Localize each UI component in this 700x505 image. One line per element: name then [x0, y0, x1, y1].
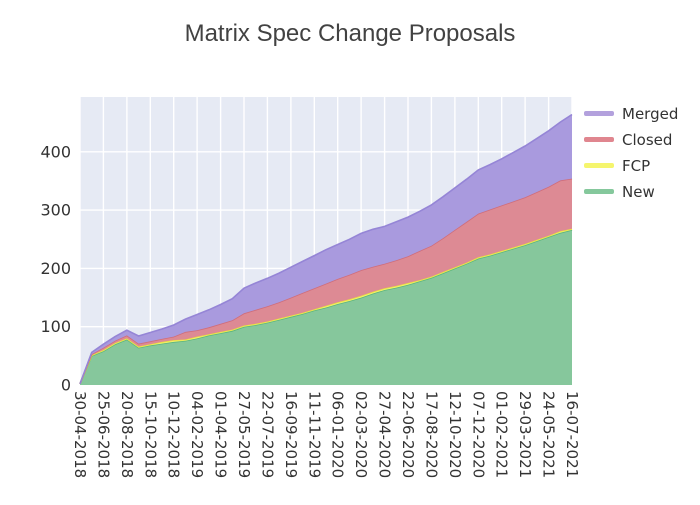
x-tick-label: 20-08-2018 — [118, 391, 136, 478]
legend-swatch-merged — [584, 111, 614, 116]
x-tick-label: 25-06-2018 — [94, 391, 112, 478]
x-tick-label: 30-04-2018 — [71, 391, 89, 478]
area-new — [80, 229, 572, 385]
x-tick-label: 11-11-2019 — [305, 391, 323, 478]
area-closed — [80, 178, 572, 384]
x-tick-label: 16-09-2019 — [282, 391, 300, 478]
legend: Merged Closed FCP New — [584, 105, 678, 209]
legend-label-new: New — [622, 182, 655, 201]
legend-label-merged: Merged — [622, 104, 679, 123]
legend-swatch-fcp — [584, 163, 614, 168]
legend-item-new[interactable]: New — [584, 182, 678, 201]
x-tick-label: 01-04-2019 — [212, 391, 230, 478]
x-tick-label: 27-05-2019 — [235, 391, 253, 478]
area-merged — [80, 114, 572, 384]
x-tick-label: 29-03-2021 — [516, 391, 534, 478]
x-tick-label: 06-01-2020 — [329, 391, 347, 478]
y-tick-label: 400 — [40, 142, 71, 161]
x-tick-label: 16-07-2021 — [563, 391, 581, 478]
x-tick-label: 01-02-2021 — [493, 391, 511, 478]
legend-swatch-closed — [584, 137, 614, 142]
x-tick-label: 27-04-2020 — [376, 391, 394, 478]
legend-label-closed: Closed — [622, 130, 673, 149]
legend-item-closed[interactable]: Closed — [584, 130, 678, 149]
chart-title: Matrix Spec Change Proposals — [184, 20, 516, 47]
x-tick-label: 22-07-2019 — [258, 391, 276, 478]
y-tick-label: 200 — [40, 259, 71, 278]
y-tick-label: 300 — [40, 201, 71, 220]
x-tick-label: 07-12-2020 — [469, 391, 487, 478]
legend-swatch-new — [584, 189, 614, 194]
x-tick-label: 24-05-2021 — [540, 391, 558, 478]
legend-label-fcp: FCP — [622, 156, 651, 175]
x-tick-label: 17-08-2020 — [422, 391, 440, 478]
x-tick-label: 02-03-2020 — [352, 391, 370, 478]
x-tick-label: 22-06-2020 — [399, 391, 417, 478]
x-tick-label: 15-10-2018 — [141, 391, 159, 478]
y-tick-label: 0 — [61, 376, 71, 395]
legend-item-fcp[interactable]: FCP — [584, 156, 678, 175]
x-tick-label: 04-02-2019 — [188, 391, 206, 478]
x-tick-label: 10-12-2018 — [165, 391, 183, 478]
line-merged — [79, 113, 573, 385]
legend-item-merged[interactable]: Merged — [584, 104, 679, 123]
y-tick-label: 100 — [40, 317, 71, 336]
x-tick-label: 12-10-2020 — [446, 391, 464, 478]
